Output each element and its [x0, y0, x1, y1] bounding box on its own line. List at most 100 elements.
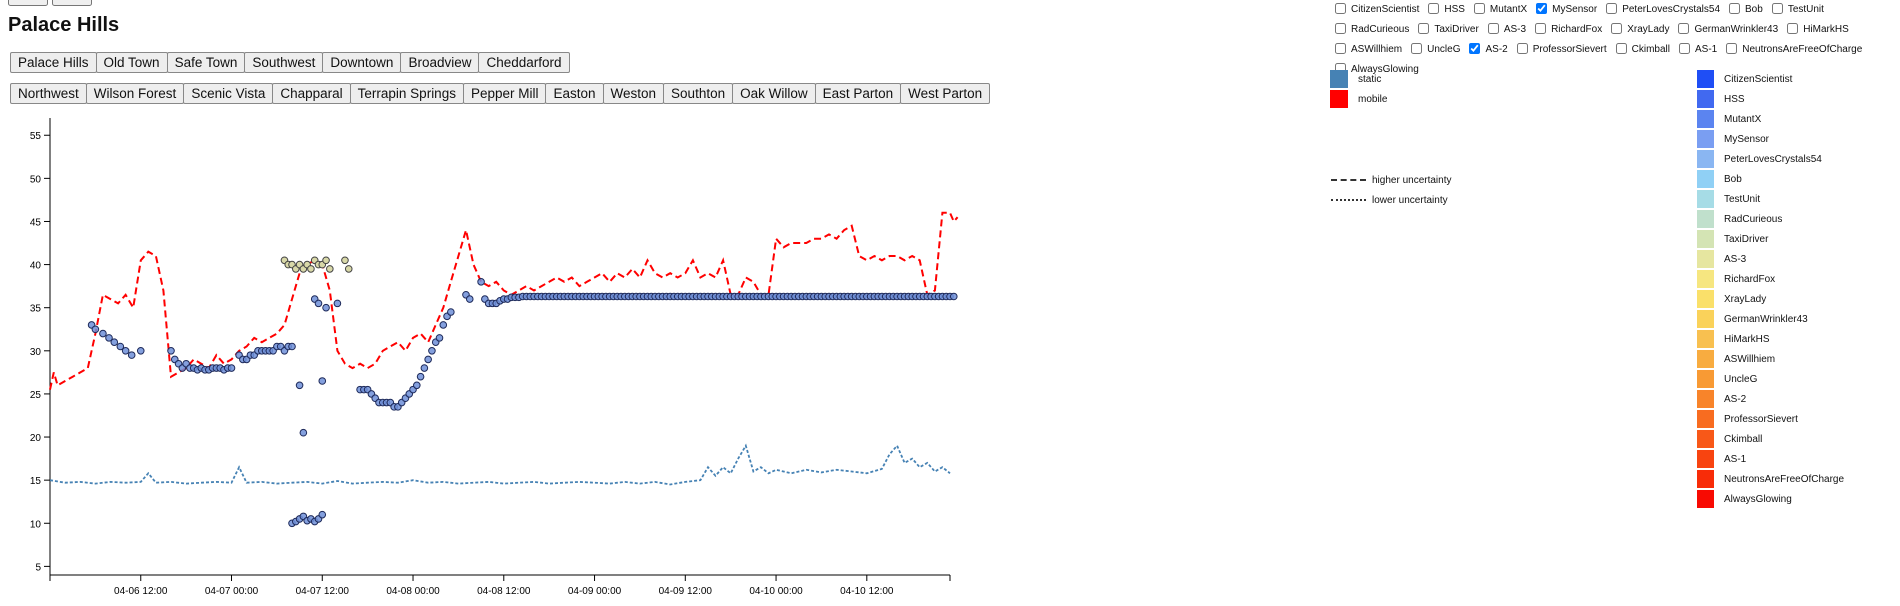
sensor-checkbox-germanwrinkler43[interactable] [1678, 23, 1690, 34]
region-button-broadview[interactable]: Broadview [400, 52, 480, 73]
sensor-legend-label: TestUnit [1724, 193, 1761, 205]
sensor-checkbox-hss[interactable] [1428, 3, 1440, 14]
sensor-checkbox-richardfox[interactable] [1535, 23, 1547, 34]
sensor-filter-uncleg: UncleG [1406, 40, 1460, 60]
sensor-filter-label: RadCurieous [1351, 24, 1410, 35]
sensor-filter-label: TestUnit [1787, 4, 1824, 15]
mobile-reading-point [299, 428, 308, 437]
sensor-filter-hss: HSS [1423, 0, 1465, 20]
sensor-filter-taxidriver: TaxiDriver [1413, 20, 1479, 40]
y-tick-label: 15 [30, 476, 42, 487]
region-button-southton[interactable]: Southton [663, 83, 734, 104]
sensor-checkbox-alwaysglowing[interactable] [1335, 63, 1346, 74]
sensor-checkbox-citizenscientist[interactable] [1335, 3, 1346, 14]
sensor-legend-radcurieous: RadCurieous [1697, 209, 1844, 229]
sensor-legend: CitizenScientist HSS MutantX MySensor PeterL… [1697, 69, 1844, 509]
sensor-checkbox-professorsievert[interactable] [1516, 43, 1528, 54]
sensor-legend-label: HiMarkHS [1724, 333, 1770, 345]
sensor-checkbox-radcurieous[interactable] [1335, 23, 1346, 34]
sensor-checkbox-xraylady[interactable] [1611, 23, 1623, 34]
sensor-filter-label: AS-2 [1485, 44, 1508, 55]
static-reading-point [307, 265, 315, 273]
mobile-reading-point [477, 278, 485, 286]
sensor-legend-swatch [1697, 70, 1714, 88]
y-tick-label: 5 [35, 562, 41, 573]
mobile-reading-point [136, 347, 145, 355]
sensor-legend-swatch [1697, 250, 1714, 268]
mobile-reading-point [99, 329, 107, 338]
sensor-legend-label: Ckimball [1724, 433, 1763, 445]
sensor-checkbox-mutantx[interactable] [1473, 3, 1485, 14]
y-tick-label: 30 [30, 347, 42, 358]
sensor-legend-swatch [1697, 370, 1714, 388]
sensor-filter-label: HiMarkHS [1803, 24, 1849, 35]
sensor-legend-label: RichardFox [1724, 273, 1776, 285]
sensor-filter-label: ASWillhiem [1351, 44, 1403, 55]
sensor-checkbox-peterlovescrystals54[interactable] [1606, 3, 1618, 14]
static-reading-point [344, 265, 353, 273]
sensor-legend-as-1: AS-1 [1697, 449, 1844, 469]
sensor-filter-label: XrayLady [1627, 24, 1670, 35]
sensor-checkbox-as-3[interactable] [1487, 23, 1499, 34]
sensor-filter-alwaysglowing: AlwaysGlowing [1330, 60, 1419, 80]
region-button-old-town[interactable]: Old Town [95, 52, 168, 73]
sensor-checkbox-taxidriver[interactable] [1418, 23, 1430, 34]
region-button-palace-hills[interactable]: Palace Hills [10, 52, 97, 73]
sensor-legend-swatch [1697, 210, 1714, 228]
y-tick-label: 40 [30, 261, 42, 272]
sensor-legend-swatch [1697, 150, 1714, 168]
region-button-pepper-mill[interactable]: Pepper Mill [462, 83, 547, 104]
region-button-cheddarford[interactable]: Cheddarford [478, 52, 570, 73]
sensor-checkbox-ckimball[interactable] [1615, 43, 1627, 54]
region-button-oak-willow[interactable]: Oak Willow [732, 83, 816, 104]
sensor-checkbox-neutronsarefreeofcharge[interactable] [1726, 43, 1738, 54]
sensor-legend-as-2: AS-2 [1697, 389, 1844, 409]
sensor-checkbox-uncleg[interactable] [1411, 43, 1423, 54]
sensor-legend-label: CitizenScientist [1724, 73, 1793, 85]
region-button-safe-town[interactable]: Safe Town [166, 52, 246, 73]
region-button-northwest[interactable]: Northwest [10, 83, 87, 104]
region-button-chapparal[interactable]: Chapparal [272, 83, 351, 104]
region-button-wilson-forest[interactable]: Wilson Forest [85, 83, 185, 104]
sensor-checkbox-mysensor[interactable] [1536, 3, 1548, 14]
sensor-checkbox-himarkhs[interactable] [1787, 23, 1799, 34]
sensor-filter-label: AS-1 [1694, 44, 1718, 55]
sensor-checkbox-aswillhiem[interactable] [1335, 43, 1346, 54]
sensor-legend-swatch [1697, 110, 1714, 128]
region-button-west-parton[interactable]: West Parton [900, 83, 991, 104]
region-button-weston[interactable]: Weston [602, 83, 665, 104]
top-button-1[interactable] [8, 0, 48, 6]
sensor-legend-label: XrayLady [1724, 293, 1767, 305]
region-button-southwest[interactable]: Southwest [244, 52, 324, 73]
mobile-reading-point [318, 377, 327, 385]
mobile-reading-point [428, 347, 436, 355]
mobile-reading-point [465, 295, 474, 303]
region-button-scenic-vista[interactable]: Scenic Vista [183, 83, 274, 104]
y-tick-label: 45 [30, 217, 42, 228]
sensor-filter-xraylady: XrayLady [1606, 20, 1669, 40]
sensor-filter-professorsievert: ProfessorSievert [1512, 40, 1607, 60]
sensor-checkbox-as-2[interactable] [1469, 43, 1481, 54]
sensor-legend-citizenscientist: CitizenScientist [1697, 69, 1844, 89]
mobile-reading-point [413, 381, 421, 390]
sensor-checkbox-testunit[interactable] [1771, 3, 1783, 14]
sensor-checkbox-bob[interactable] [1729, 3, 1741, 14]
x-tick-label: 04-07 00:00 [205, 586, 259, 597]
sensor-legend-swatch [1697, 450, 1714, 468]
mobile-reading-point [424, 355, 432, 364]
type-legend: static mobile [1330, 69, 1387, 109]
region-button-terrapin-springs[interactable]: Terrapin Springs [349, 83, 464, 104]
sensor-filter-label: HSS [1444, 4, 1465, 15]
sensor-filter-label: MutantX [1489, 4, 1528, 15]
static-reading-point [341, 256, 349, 265]
y-tick-label: 20 [30, 433, 42, 444]
sensor-filter-germanwrinkler43: GermanWrinkler43 [1673, 20, 1778, 40]
sensor-legend-swatch [1697, 350, 1714, 368]
region-button-easton[interactable]: Easton [545, 83, 604, 104]
region-button-east-parton[interactable]: East Parton [814, 83, 902, 104]
region-button-downtown[interactable]: Downtown [322, 52, 402, 73]
top-button-2[interactable] [52, 0, 92, 6]
sensor-checkbox-as-1[interactable] [1678, 43, 1690, 54]
sensor-legend-testunit: TestUnit [1697, 189, 1844, 209]
region-buttons-row-2: Northwest Wilson Forest Scenic Vista Chappa… [10, 83, 991, 104]
